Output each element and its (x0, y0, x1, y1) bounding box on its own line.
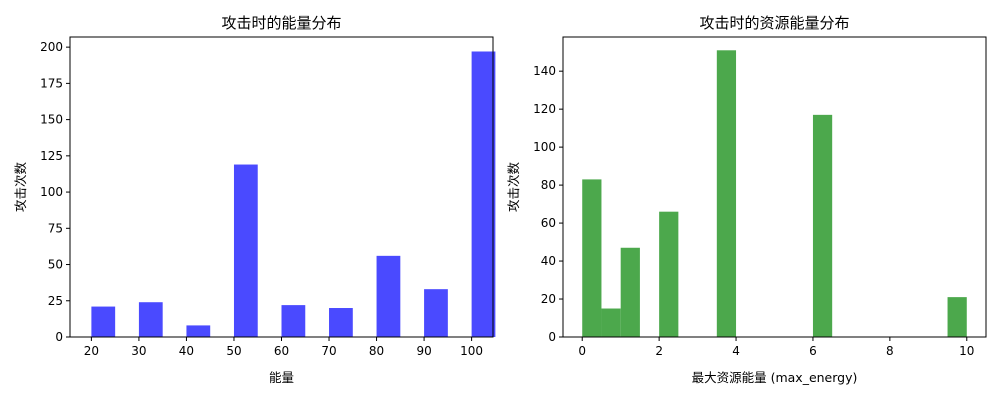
y-tick-label: 140 (533, 64, 556, 78)
y-tick-label: 120 (533, 102, 556, 116)
x-tick-label: 2 (655, 344, 663, 358)
histogram-bar (281, 305, 306, 337)
x-tick-label: 6 (809, 344, 817, 358)
resource-energy-histogram: 0 2 4 6 8 10020406080100120140攻击时的资源能量分布最大资源能… (506, 14, 987, 385)
x-tick-label: 10 (959, 344, 974, 358)
histogram-bar (471, 51, 496, 338)
x-axis-label: 最大资源能量 (max_energy) (692, 370, 858, 385)
y-tick-label: 175 (40, 76, 63, 90)
y-tick-label: 25 (48, 294, 63, 308)
plot-frame (562, 36, 987, 338)
energy-histogram: 20 30 40 50 60 70 80 90 100 0 25 50 75 100 125 150 175 20… (13, 14, 496, 385)
x-tick-label: 50 (226, 344, 241, 358)
y-tick-label: 100 (533, 140, 556, 154)
x-axis-label: 能量 (269, 370, 294, 385)
y-tick-label: 75 (48, 221, 63, 235)
x-tick-label: 40 (179, 344, 194, 358)
histogram-bar (329, 308, 353, 337)
chart-title: 攻击时的能量分布 (221, 14, 341, 32)
x-tick-label: 100 (460, 344, 483, 358)
x-tick-label: 4 (732, 344, 740, 358)
y-tick-label: 125 (40, 149, 63, 163)
y-tick-label: 0 (55, 330, 63, 344)
histogram-bar (138, 302, 163, 337)
histogram-bar (376, 255, 401, 337)
y-tick-label: 0 (548, 330, 556, 344)
y-tick-label: 20 (541, 292, 556, 306)
histogram-bar (233, 164, 258, 337)
y-tick-label: 200 (40, 40, 63, 54)
y-axis-label: 攻击次数 (506, 162, 521, 213)
y-tick-label: 150 (40, 113, 63, 127)
histogram-bar (659, 211, 679, 337)
y-tick-label: 100 (40, 185, 63, 199)
y-tick-label: 60 (541, 216, 556, 230)
histogram-bar (601, 308, 621, 337)
histogram-bar (947, 297, 967, 337)
x-tick-label: 90 (416, 344, 431, 358)
histogram-bar (582, 179, 602, 337)
y-tick-label: 80 (541, 178, 556, 192)
x-tick-label: 30 (131, 344, 146, 358)
histogram-bar (716, 50, 737, 337)
x-tick-label: 20 (84, 344, 99, 358)
histogram-bar (620, 247, 640, 337)
histogram-bar (186, 325, 211, 337)
y-tick-label: 50 (48, 258, 63, 272)
y-axis-label: 攻击次数 (13, 162, 28, 213)
y-tick-label: 40 (541, 254, 556, 268)
x-tick-label: 80 (369, 344, 384, 358)
chart-title: 攻击时的资源能量分布 (699, 14, 849, 32)
x-tick-label: 70 (321, 344, 336, 358)
x-tick-label: 8 (886, 344, 894, 358)
x-tick-label: 0 (578, 344, 586, 358)
histogram-bar (812, 114, 833, 337)
histogram-bar (91, 306, 116, 337)
x-tick-label: 60 (274, 344, 289, 358)
histogram-bar (424, 289, 448, 337)
